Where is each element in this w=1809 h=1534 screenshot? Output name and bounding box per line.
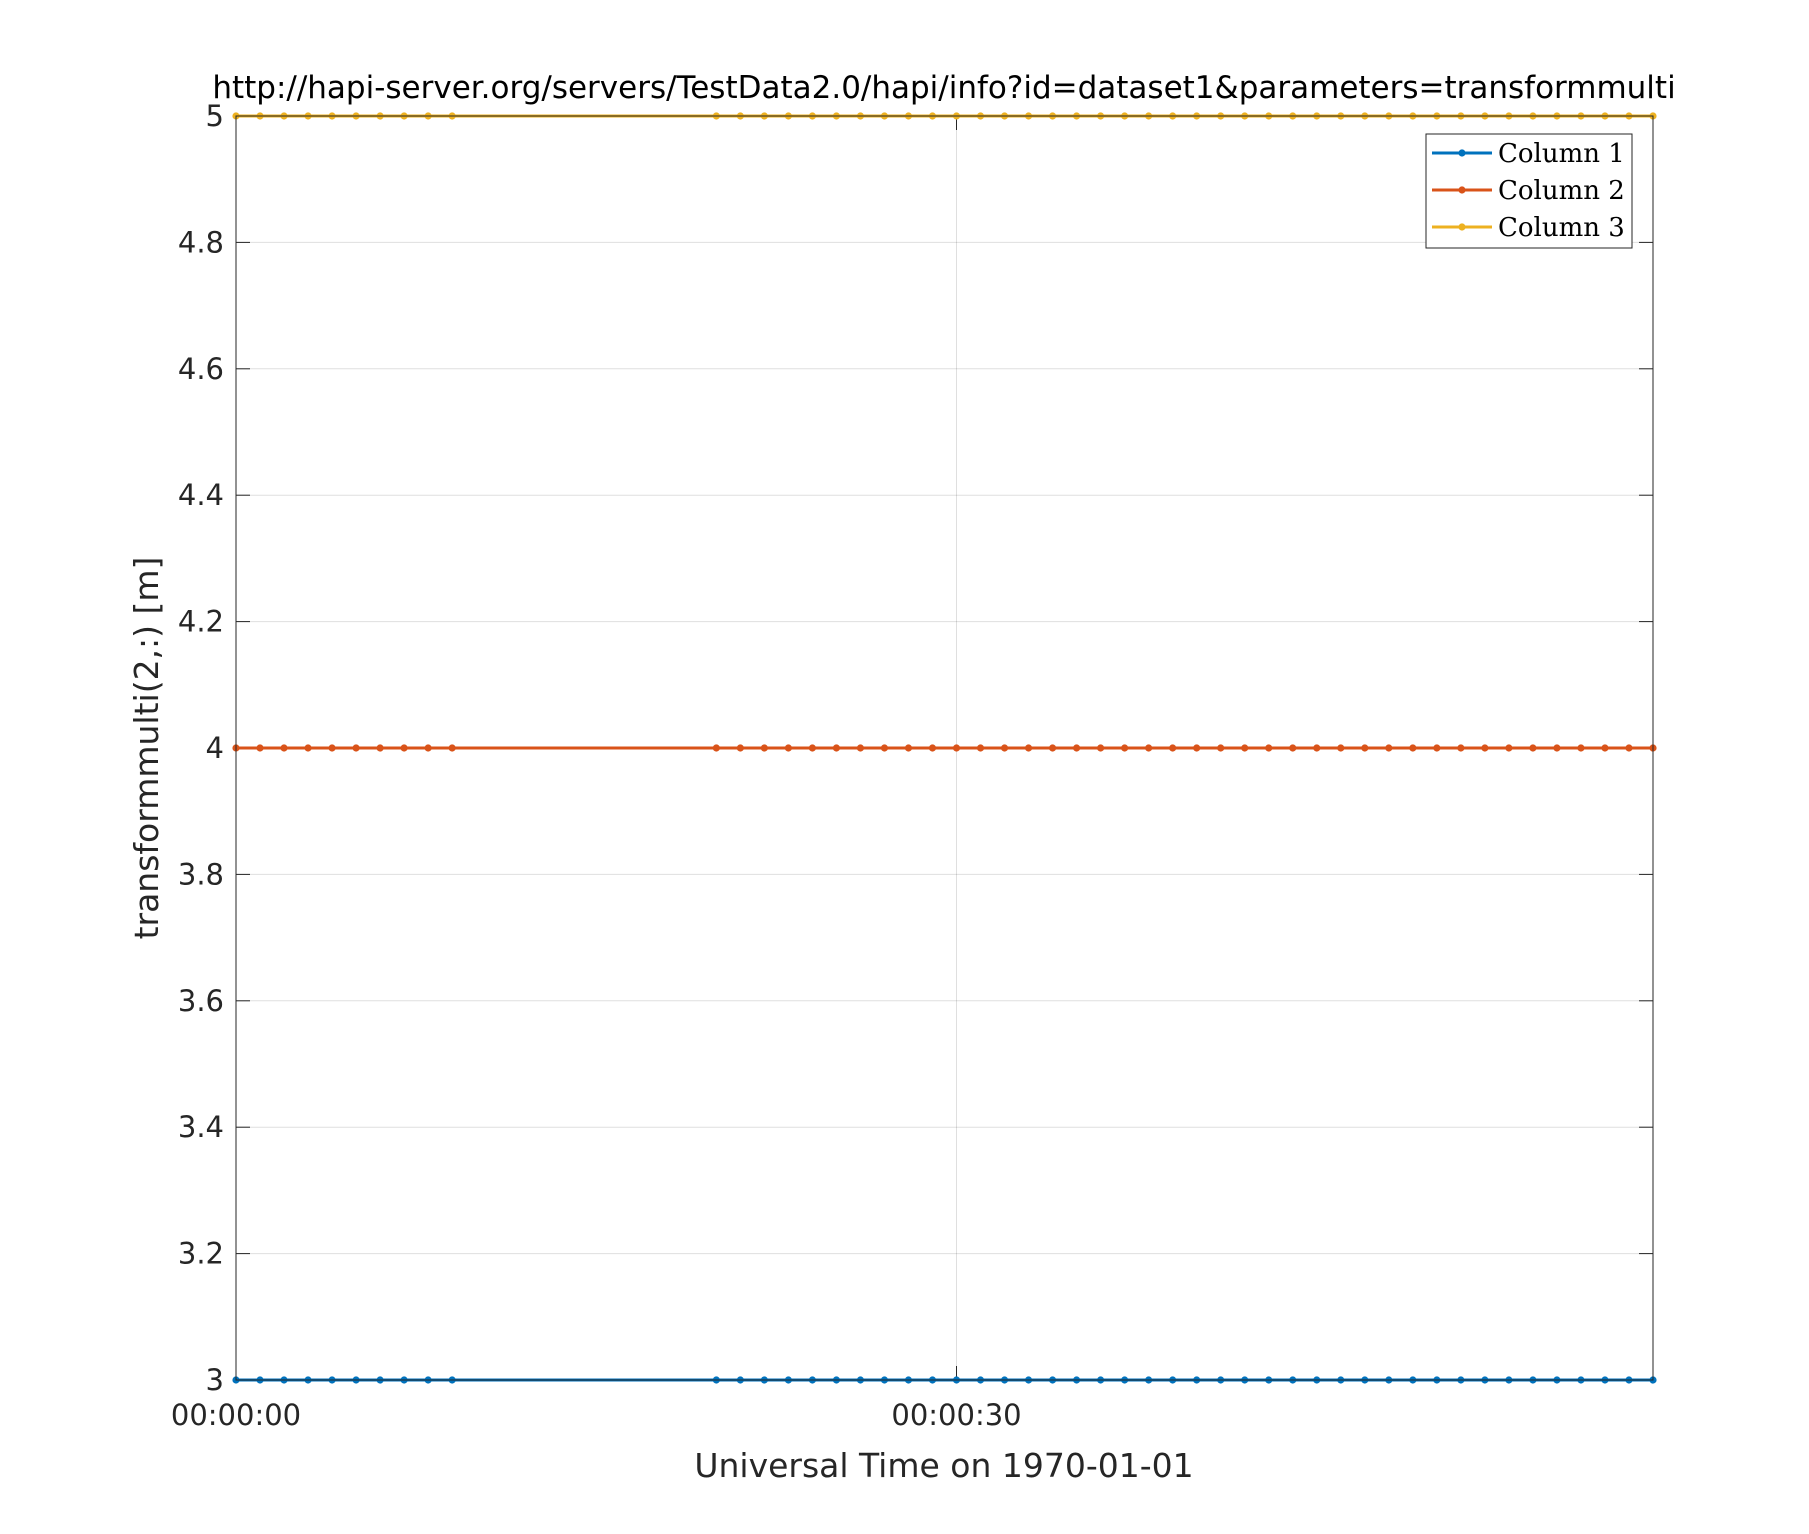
data-point xyxy=(1097,744,1105,752)
legend-label: Column 2 xyxy=(1498,176,1625,206)
data-point xyxy=(952,744,961,752)
data-point xyxy=(1505,744,1513,752)
y-tick-label: 3.2 xyxy=(178,1237,224,1271)
data-point xyxy=(1337,744,1345,752)
data-point xyxy=(1241,744,1249,752)
x-tick-label: 00:00:30 xyxy=(891,1398,1021,1432)
x-tick-label: 00:00:00 xyxy=(171,1398,301,1432)
data-point xyxy=(1433,744,1441,752)
data-point xyxy=(1072,744,1081,752)
data-point xyxy=(1481,744,1489,752)
y-tick-label: 3 xyxy=(206,1363,224,1397)
data-point xyxy=(1625,744,1633,752)
data-point xyxy=(1601,744,1609,752)
data-point xyxy=(1385,744,1393,752)
legend-label: Column 1 xyxy=(1498,139,1625,169)
data-point xyxy=(928,744,937,752)
legend-item: Column 2 xyxy=(1432,176,1625,206)
y-axis-title: transformmulti(2,:) [m] xyxy=(127,557,166,940)
legend-marker xyxy=(1458,149,1466,157)
legend-item: Column 3 xyxy=(1432,213,1625,243)
legend-marker xyxy=(1458,223,1466,231)
data-point xyxy=(1265,744,1273,752)
data-point xyxy=(376,744,384,752)
y-tick-label: 3.6 xyxy=(178,984,224,1018)
data-point xyxy=(424,744,432,752)
data-point xyxy=(856,744,865,752)
data-point xyxy=(1529,744,1537,752)
data-point xyxy=(808,744,817,752)
data-point xyxy=(1409,744,1417,752)
data-point xyxy=(1553,744,1561,752)
plot-frame xyxy=(235,115,1654,1381)
data-point xyxy=(736,744,744,752)
data-point xyxy=(976,744,985,752)
y-tick-label: 4.4 xyxy=(178,478,224,512)
data-point xyxy=(1361,744,1369,752)
data-point xyxy=(328,744,336,752)
legend-marker xyxy=(1458,186,1466,194)
data-point xyxy=(1577,744,1585,752)
data-point xyxy=(1121,744,1129,752)
data-point xyxy=(304,744,312,752)
data-point xyxy=(1193,744,1201,752)
legend-label: Column 3 xyxy=(1498,213,1625,243)
series-2 xyxy=(232,744,1657,752)
data-point xyxy=(280,744,288,752)
data-point xyxy=(880,744,889,752)
data-point xyxy=(712,744,720,752)
legend-item: Column 1 xyxy=(1432,139,1625,169)
data-point xyxy=(904,744,913,752)
data-point xyxy=(1457,744,1465,752)
data-point xyxy=(448,744,456,752)
y-tick-label: 3.8 xyxy=(178,857,224,891)
data-point xyxy=(1000,744,1009,752)
y-tick-label: 4.8 xyxy=(178,225,224,259)
data-point xyxy=(1217,744,1225,752)
data-point xyxy=(784,744,792,752)
chart-title: http://hapi-server.org/servers/TestData2… xyxy=(212,70,1675,106)
data-point xyxy=(1048,744,1057,752)
data-point xyxy=(400,744,408,752)
data-point xyxy=(1024,744,1033,752)
y-tick-label: 5 xyxy=(206,99,224,133)
data-point xyxy=(352,744,360,752)
tick-labels: 3 3.2 3.4 3.6 3.8 4 4.2 4.4 4.6 4.8 5 00:00:00 00:00… xyxy=(171,99,1022,1432)
y-tick-label: 3.4 xyxy=(178,1110,224,1144)
data-point xyxy=(1313,744,1321,752)
x-axis-title: Universal Time on 1970-01-01 xyxy=(694,1446,1193,1485)
data-point xyxy=(1169,744,1177,752)
y-tick-label: 4.2 xyxy=(178,605,224,639)
y-tick-label: 4 xyxy=(206,731,224,765)
data-point xyxy=(256,744,264,752)
data-point xyxy=(1145,744,1153,752)
y-tick-label: 4.6 xyxy=(178,352,224,386)
data-point xyxy=(760,744,768,752)
legend: Column 1 Column 2 Column 3 xyxy=(1425,133,1633,249)
data-point xyxy=(1289,744,1297,752)
data-point xyxy=(832,744,841,752)
